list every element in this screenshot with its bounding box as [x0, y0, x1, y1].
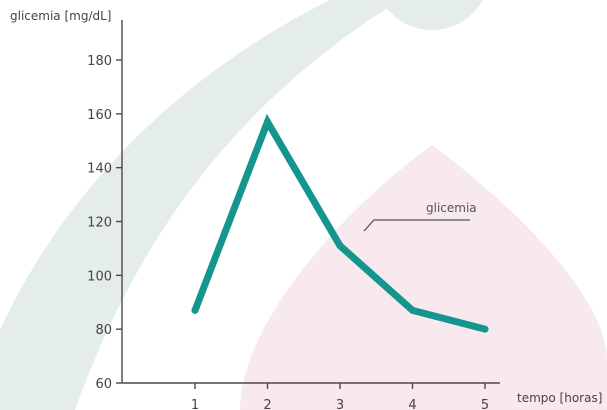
y-tick-label: 180 [87, 54, 112, 69]
y-tick-label: 100 [87, 269, 112, 284]
background-pink-drop [240, 145, 607, 410]
x-tick-label: 5 [481, 398, 489, 410]
x-tick-label: 2 [263, 398, 271, 410]
x-tick-label: 1 [191, 398, 199, 410]
y-ticks: 60 80 100 120 140 160 180 [87, 54, 122, 392]
data-point [336, 242, 344, 250]
legend-label: glicemia [426, 201, 477, 215]
y-axis-title: glicemia [mg/dL] [10, 9, 111, 23]
background-teal-circle [381, 0, 483, 30]
legend-callout-line [363, 219, 470, 232]
data-point [264, 118, 271, 126]
y-tick-label: 80 [95, 323, 112, 338]
y-tick-label: 120 [87, 216, 112, 231]
x-axis-title: tempo [horas] [517, 391, 602, 405]
y-tick-label: 160 [87, 108, 112, 123]
series-layer [191, 113, 489, 333]
legend: glicemia [363, 201, 477, 232]
data-point [481, 325, 489, 333]
x-ticks: 1 2 3 4 5 [191, 383, 489, 410]
y-tick-label: 60 [95, 377, 112, 392]
x-tick-label: 4 [408, 398, 416, 410]
data-point [191, 306, 199, 314]
y-tick-label: 140 [87, 162, 112, 177]
data-point [409, 306, 416, 314]
x-tick-label: 3 [336, 398, 344, 410]
axes [121, 20, 500, 384]
background-teal-arc [0, 0, 400, 410]
